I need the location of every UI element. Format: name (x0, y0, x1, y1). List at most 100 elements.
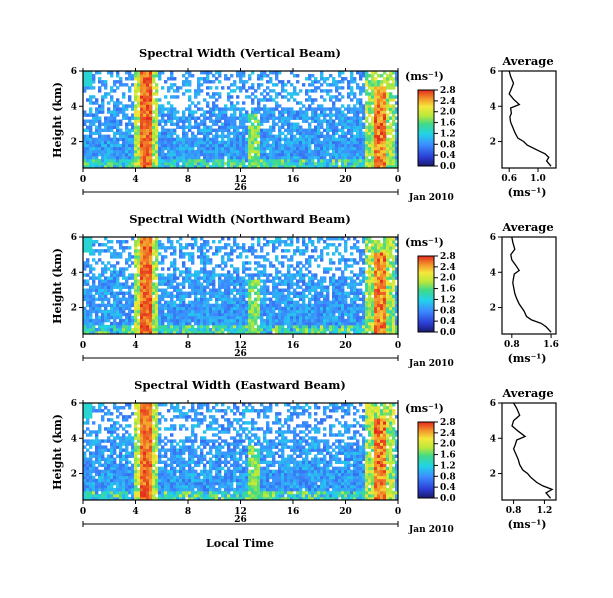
heatmap-cell (293, 294, 297, 299)
heatmap-cell (131, 303, 135, 308)
heatmap-cell (212, 143, 216, 148)
x-tick-label: 8 (185, 175, 191, 185)
heatmap-cell (236, 128, 240, 133)
heatmap-cell (107, 276, 111, 280)
heatmap-cell (101, 161, 105, 166)
heatmap-cell (269, 89, 273, 93)
heatmap-cell (287, 324, 291, 329)
heatmap-cell (287, 128, 291, 133)
heatmap-cell (128, 158, 132, 163)
heatmap-cell (215, 327, 219, 332)
heatmap-cell (107, 101, 111, 105)
heatmap-cell (338, 321, 342, 326)
heatmap-cell (344, 149, 348, 154)
heatmap-cell (371, 92, 375, 96)
heatmap-cell (338, 119, 342, 123)
heatmap-cell (299, 146, 303, 151)
heatmap-cell (134, 104, 138, 108)
heatmap-cell (260, 273, 264, 277)
heatmap-cell (269, 300, 273, 305)
heatmap-cell (155, 86, 159, 90)
heatmap-cell (320, 152, 324, 157)
heatmap-cell (206, 279, 210, 283)
heatmap-cell (359, 86, 363, 90)
heatmap-cell (341, 149, 345, 154)
heatmap-cell (335, 98, 339, 102)
heatmap-cell (272, 83, 276, 87)
heatmap-cell (140, 113, 144, 117)
heatmap-cell (149, 276, 153, 280)
heatmap-cell (233, 321, 237, 326)
heatmap-cell (191, 246, 195, 250)
heatmap-cell (395, 74, 399, 78)
heatmap-cell (257, 83, 261, 87)
heatmap-cell (287, 140, 291, 145)
heatmap-cell (251, 288, 255, 292)
heatmap-cell (83, 113, 87, 117)
heatmap-cell (146, 276, 150, 280)
heatmap-cell (362, 249, 366, 253)
heatmap-cell (137, 110, 141, 114)
heatmap-cell (242, 146, 246, 151)
heatmap-cell (173, 273, 177, 277)
heatmap-cell (353, 243, 357, 247)
heatmap-cell (314, 116, 318, 120)
heatmap-cell (134, 158, 138, 163)
colorbar-tick-label: 0.8 (440, 140, 456, 150)
heatmap-cell (263, 297, 267, 302)
heatmap-cell (338, 282, 342, 286)
heatmap-cell (98, 119, 102, 123)
heatmap-cell (284, 146, 288, 151)
heatmap-cell (353, 279, 357, 283)
heatmap-cell (161, 128, 165, 133)
heatmap-cell (260, 297, 264, 302)
heatmap-cell (362, 270, 366, 274)
heatmap-cell (284, 255, 288, 259)
colorbar-tick-label: 1.6 (440, 119, 456, 129)
heatmap-cell (326, 146, 330, 151)
heatmap-cell (167, 110, 171, 114)
heatmap-cell (257, 77, 261, 81)
heatmap-cell (131, 149, 135, 154)
heatmap-cell (350, 279, 354, 283)
heatmap-cell (212, 327, 216, 332)
heatmap-cell (371, 149, 375, 154)
heatmap-cell (263, 285, 267, 289)
heatmap-cell (335, 128, 339, 133)
heatmap-cell (134, 137, 138, 142)
heatmap-cell (371, 285, 375, 289)
heatmap-cell (236, 116, 240, 120)
heatmap-cell (218, 285, 222, 289)
heatmap-cell (314, 291, 318, 295)
heatmap-cell (200, 294, 204, 299)
heatmap-cell (266, 155, 270, 160)
heatmap-cell (305, 146, 309, 151)
heatmap-cell (284, 243, 288, 247)
heatmap-cell (257, 131, 261, 136)
heatmap-cell (149, 80, 153, 84)
heatmap-cell (248, 330, 252, 335)
heatmap-cell (275, 327, 279, 332)
heatmap-cell (155, 288, 159, 292)
heatmap-cell (302, 152, 306, 157)
heatmap-cell (233, 89, 237, 93)
heatmap-cell (386, 125, 390, 129)
heatmap-cell (374, 134, 378, 139)
heatmap-cell (125, 152, 129, 157)
heatmap-cell (320, 282, 324, 286)
heatmap-cell (146, 101, 150, 105)
heatmap-cell (203, 113, 207, 117)
heatmap-cell (197, 312, 201, 317)
heatmap-cell (188, 80, 192, 84)
heatmap-cell (203, 330, 207, 335)
heatmap-cell (269, 161, 273, 166)
heatmap-cell (194, 309, 198, 314)
heatmap-cell (347, 128, 351, 133)
heatmap-cell (383, 237, 387, 241)
heatmap-cell (293, 158, 297, 163)
heatmap-cell (365, 318, 369, 323)
heatmap-cell (245, 321, 249, 326)
heatmap-cell (236, 255, 240, 259)
heatmap-cell (134, 315, 138, 320)
heatmap-cell (296, 149, 300, 154)
